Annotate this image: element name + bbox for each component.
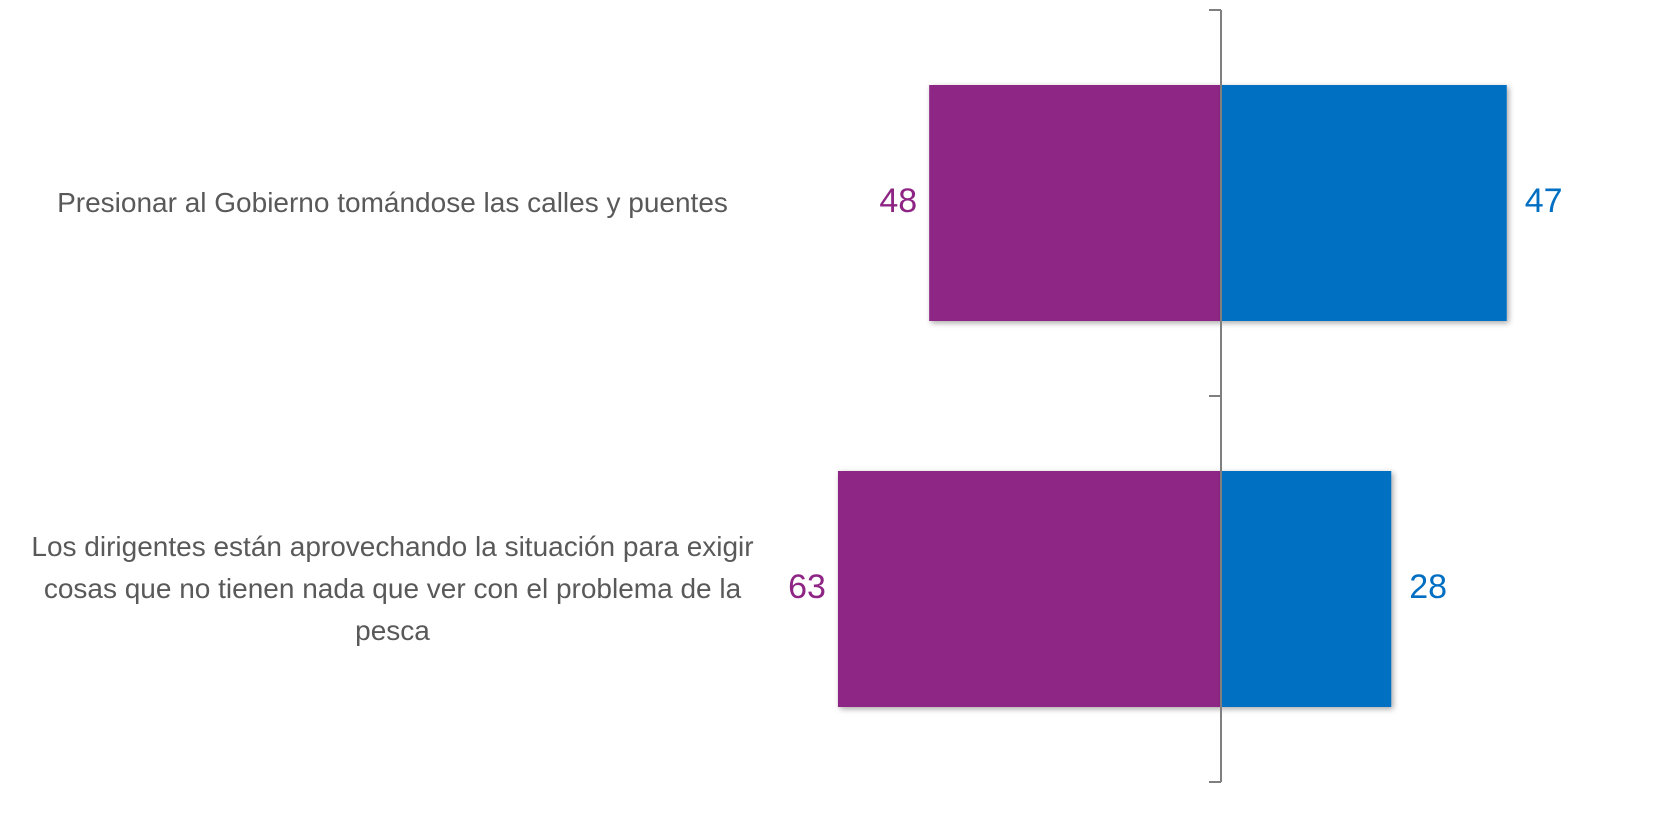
value-label: 28 bbox=[1409, 568, 1447, 606]
bar bbox=[1221, 85, 1507, 321]
category-label: Presionar al Gobierno tomándose las call… bbox=[57, 187, 728, 218]
value-label: 48 bbox=[879, 182, 917, 220]
value-label: 47 bbox=[1525, 182, 1563, 220]
bar bbox=[837, 471, 1221, 707]
value-label: 63 bbox=[788, 568, 826, 606]
bar bbox=[1221, 471, 1392, 707]
category-label: Los dirigentes están aprovechando la sit… bbox=[31, 531, 754, 646]
bar bbox=[929, 85, 1221, 321]
